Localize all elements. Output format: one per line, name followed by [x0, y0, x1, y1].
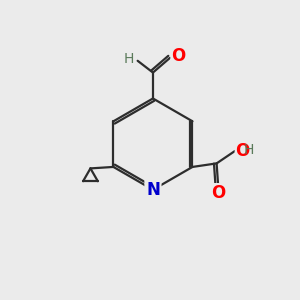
Text: O: O [236, 142, 250, 160]
Text: H: H [124, 52, 134, 66]
Text: O: O [171, 47, 185, 65]
Text: N: N [146, 181, 160, 199]
Text: H: H [243, 143, 254, 158]
Text: O: O [211, 184, 225, 202]
